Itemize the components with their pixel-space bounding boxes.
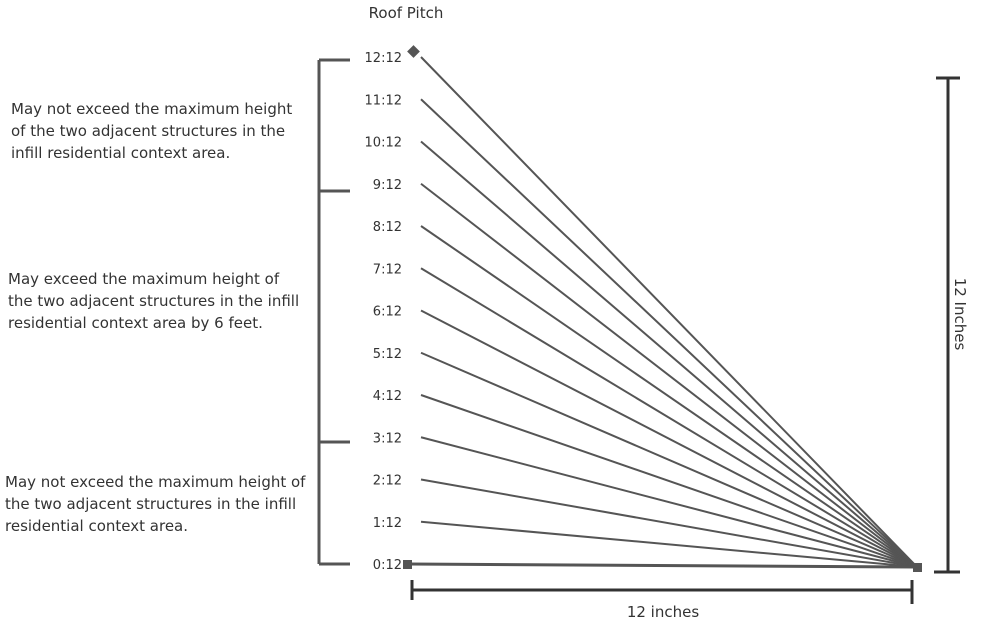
zone-note-lower: May not exceed the maximum height of the…: [5, 473, 306, 535]
pitch-line-12-12: [420, 56, 918, 568]
pitch-label-2-12: 2:12: [373, 474, 402, 489]
pitch-line-1-12: [420, 520, 918, 568]
pitch-label-3-12: 3:12: [373, 431, 402, 446]
pitch-line-7-12: [420, 267, 918, 568]
vertical-dimension-label: 12 Inches: [951, 278, 969, 351]
pitch-label-8-12: 8:12: [373, 220, 402, 235]
vertical-dimension: [934, 76, 960, 574]
pitch-label-5-12: 5:12: [373, 347, 402, 362]
pitch-label-0-12: 0:12: [373, 558, 402, 573]
zone-note-middle: May exceed the maximum height of the two…: [8, 270, 300, 332]
pitch-label-1-12: 1:12: [373, 516, 402, 531]
pitch-line-4-12: [420, 394, 918, 568]
horizontal-dimension-label: 12 inches: [627, 603, 700, 621]
pitch-label-7-12: 7:12: [373, 262, 402, 277]
pitch-label-12-12: 12:12: [365, 51, 402, 66]
pitch-labels: 12:12 11:12 10:12 9:12 8:12 7:12 6:12 5:12 4:12 3…: [365, 51, 402, 573]
pitch-line-11-12: [420, 98, 918, 568]
pitch-label-9-12: 9:12: [373, 178, 402, 193]
pitch-line-5-12: [420, 351, 918, 568]
pitch-line-0-12: [407, 562, 918, 569]
base-left-marker: [403, 560, 412, 569]
pitch-label-6-12: 6:12: [373, 305, 402, 320]
pitch-label-4-12: 4:12: [373, 389, 402, 404]
pitch-lines: [407, 56, 918, 569]
pitch-line-6-12: [420, 309, 918, 568]
zone-note-upper: May not exceed the maximum height of the…: [11, 100, 293, 162]
pitch-label-10-12: 10:12: [365, 136, 402, 151]
pitch-line-3-12: [420, 436, 918, 568]
pitch-label-11-12: 11:12: [365, 93, 402, 108]
pitch-line-2-12: [420, 478, 918, 568]
pitch-line-10-12: [420, 140, 918, 568]
horizontal-dimension: [410, 580, 914, 604]
apex-marker: [407, 45, 420, 58]
diagram-title: Roof Pitch: [369, 4, 444, 22]
pitch-line-8-12: [420, 225, 918, 568]
pivot-marker: [913, 563, 922, 572]
zone-bracket: [317, 58, 350, 566]
pitch-line-9-12: [420, 182, 918, 568]
